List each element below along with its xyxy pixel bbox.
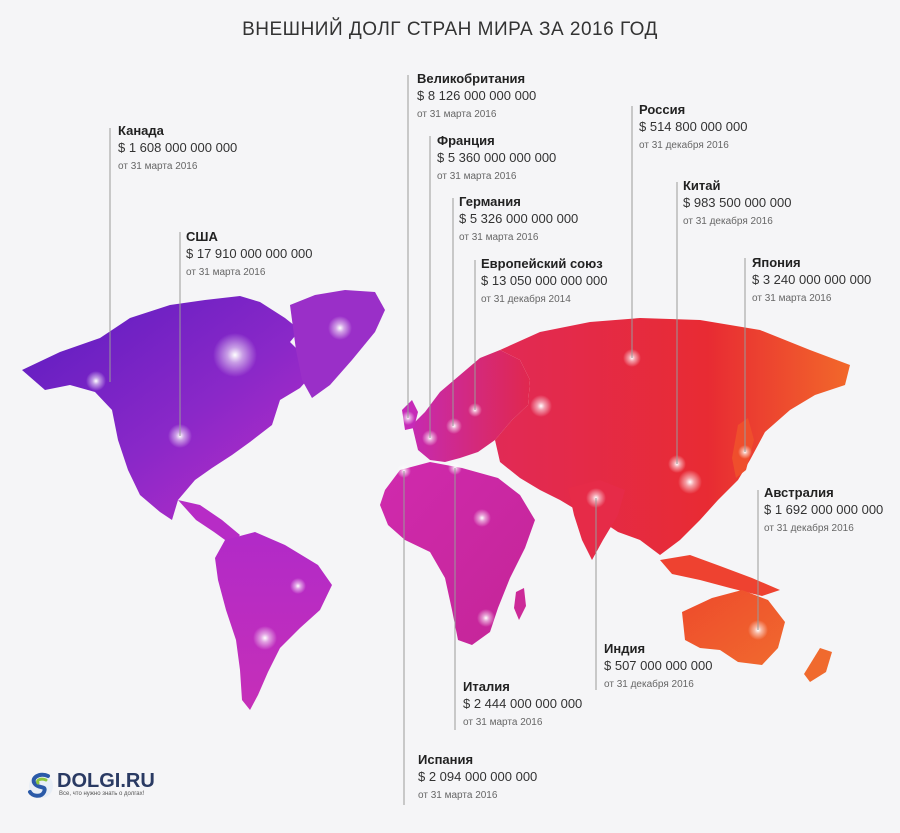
country-name: Канада — [118, 123, 164, 138]
country-value: $ 17 910 000 000 000 — [186, 246, 313, 261]
country-date: от 31 декабря 2014 — [481, 294, 571, 305]
label-eu: Европейский союз $ 13 050 000 000 000 от… — [481, 257, 608, 305]
glow-north-america — [213, 333, 257, 377]
label-germany: Германия $ 5 326 000 000 000 от 31 марта… — [459, 195, 578, 243]
country-value: $ 1 608 000 000 000 — [118, 140, 238, 155]
glow-russia-west — [530, 395, 552, 417]
north-america-shape — [22, 296, 318, 520]
label-australia: Австралия $ 1 692 000 000 000 от 31 дека… — [764, 486, 883, 534]
country-value: $ 2 094 000 000 000 — [418, 769, 538, 784]
south-america-shape — [215, 532, 332, 710]
logo-slogan: Все, что нужно знать о долгах! — [59, 791, 145, 797]
country-date: от 31 декабря 2016 — [639, 140, 729, 151]
country-name: Австралия — [764, 485, 834, 500]
country-name: Япония — [752, 255, 801, 270]
country-date: от 31 декабря 2016 — [604, 679, 694, 690]
madagascar-shape — [514, 588, 526, 620]
country-name: Испания — [418, 752, 474, 767]
country-value: $ 983 500 000 000 — [683, 195, 792, 210]
label-japan: Япония $ 3 240 000 000 000 от 31 марта 2… — [752, 256, 871, 304]
africa-shape — [380, 462, 535, 645]
country-name: США — [186, 229, 218, 244]
label-france: Франция $ 5 360 000 000 000 от 31 марта … — [437, 134, 556, 182]
country-value: $ 2 444 000 000 000 — [463, 696, 583, 711]
glow-brazil — [290, 578, 306, 594]
country-date: от 31 марта 2016 — [418, 790, 498, 801]
country-value: $ 5 360 000 000 000 — [437, 150, 557, 165]
page-title: ВНЕШНИЙ ДОЛГ СТРАН МИРА ЗА 2016 ГОД — [242, 19, 658, 40]
label-uk: Великобритания $ 8 126 000 000 000 от 31… — [417, 72, 536, 120]
country-date: от 31 декабря 2016 — [764, 523, 854, 534]
glow-greenland — [328, 316, 352, 340]
country-name: Великобритания — [417, 71, 526, 86]
country-value: $ 514 800 000 000 — [639, 119, 748, 134]
label-italy: Италия $ 2 444 000 000 000 от 31 марта 2… — [463, 680, 582, 728]
dolgi-logo-icon — [28, 772, 53, 798]
glow-south-america — [253, 626, 277, 650]
logo-name: DOLGI.RU — [57, 770, 155, 792]
country-value: $ 8 126 000 000 000 — [417, 88, 537, 103]
dolgi-logo: DOLGI.RU Все, что нужно знать о долгах! — [26, 770, 186, 804]
label-china: Китай $ 983 500 000 000 от 31 декабря 20… — [683, 179, 791, 227]
glow-germany — [446, 418, 462, 434]
label-usa: США $ 17 910 000 000 000 от 31 марта 201… — [186, 230, 313, 278]
country-value: $ 5 326 000 000 000 — [459, 211, 579, 226]
central-america-shape — [178, 500, 240, 545]
greenland-shape — [290, 290, 385, 398]
label-india: Индия $ 507 000 000 000 от 31 декабря 20… — [604, 642, 712, 690]
glow-canada — [86, 371, 106, 391]
country-value: $ 3 240 000 000 000 — [752, 272, 872, 287]
country-value: $ 507 000 000 000 — [604, 658, 713, 673]
country-name: Китай — [683, 178, 721, 193]
label-spain: Испания $ 2 094 000 000 000 от 31 марта … — [418, 753, 537, 801]
country-date: от 31 марта 2016 — [118, 161, 198, 172]
country-date: от 31 марта 2016 — [417, 109, 497, 120]
country-name: Германия — [459, 194, 521, 209]
country-date: от 31 марта 2016 — [463, 717, 543, 728]
new-zealand-shape — [804, 648, 832, 682]
country-date: от 31 марта 2016 — [186, 267, 266, 278]
country-date: от 31 марта 2016 — [459, 232, 539, 243]
country-name: Индия — [604, 641, 646, 656]
country-name: Италия — [463, 679, 510, 694]
country-date: от 31 марта 2016 — [437, 171, 517, 182]
label-canada: Канада $ 1 608 000 000 000 от 31 марта 2… — [118, 124, 237, 172]
southeast-asia-shape — [660, 555, 780, 596]
country-name: Франция — [437, 133, 495, 148]
country-value: $ 1 692 000 000 000 — [764, 502, 884, 517]
country-value: $ 13 050 000 000 000 — [481, 273, 608, 288]
glow-africa — [473, 509, 491, 527]
glow-africa-south — [477, 609, 495, 627]
glow-asia-east — [678, 470, 702, 494]
country-date: от 31 марта 2016 — [752, 293, 832, 304]
country-name: Европейский союз — [481, 256, 603, 271]
australia-shape — [682, 590, 785, 665]
country-date: от 31 декабря 2016 — [683, 216, 773, 227]
label-russia: Россия $ 514 800 000 000 от 31 декабря 2… — [639, 103, 747, 151]
country-name: Россия — [639, 102, 686, 117]
